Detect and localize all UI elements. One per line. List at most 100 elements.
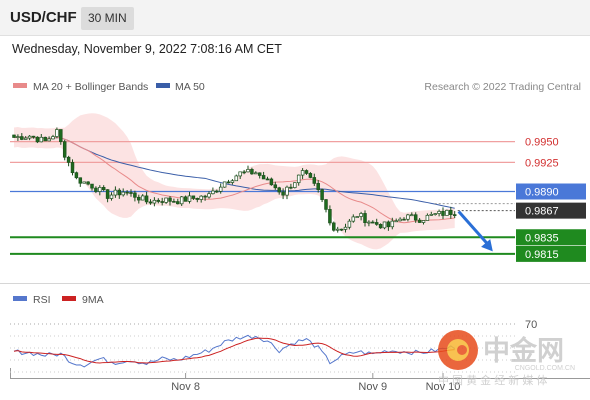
- candle-body: [226, 181, 231, 184]
- bollinger-band-area: [14, 113, 455, 250]
- x-tick-label: Nov 9: [358, 381, 387, 393]
- rsi-legend: RSI 9MA: [13, 294, 104, 306]
- candle-body: [347, 220, 352, 228]
- candle-body: [117, 189, 122, 196]
- candle-body: [148, 201, 153, 204]
- candle-body: [203, 195, 207, 198]
- candle-body: [417, 219, 422, 223]
- price-legend: MA 20 + Bollinger Bands MA 50 Research ©…: [13, 81, 581, 93]
- candle-body: [176, 201, 180, 205]
- candle-body: [277, 187, 281, 193]
- level-label-0.9835: 0.9835: [525, 232, 559, 244]
- candle-body: [371, 221, 375, 224]
- candle-body: [207, 193, 211, 198]
- rsi-ma-line: [13, 337, 455, 364]
- candle-body: [109, 194, 114, 199]
- candle-body: [343, 226, 348, 230]
- candle-body: [160, 201, 164, 203]
- candle-body: [199, 195, 203, 200]
- candle-body: [74, 172, 79, 179]
- candle-body: [359, 213, 363, 217]
- candle-body: [172, 200, 176, 203]
- rsi-ma-legend-label: 9MA: [82, 294, 104, 306]
- candle-body: [129, 192, 133, 194]
- x-axis-ticks: Nov 8 Nov 9 Nov 10: [171, 373, 460, 393]
- candle-body: [215, 190, 219, 193]
- candle-body: [390, 220, 395, 228]
- candlesticks: [12, 127, 457, 233]
- candle-body: [23, 137, 28, 140]
- candle-body: [98, 187, 102, 192]
- candle-body: [70, 162, 75, 174]
- timestamp: Wednesday, November 9, 2022 7:08:16 AM C…: [12, 42, 282, 56]
- candle-body: [183, 196, 188, 202]
- candle-body: [82, 181, 86, 184]
- candle-body: [300, 170, 305, 176]
- price-levels: 0.9950 0.9925 0.9890 0.9835 0.9815: [10, 137, 586, 262]
- candle-body: [238, 171, 242, 177]
- candle-body: [137, 196, 141, 201]
- level-badge-0.9815: [516, 245, 586, 262]
- candle-body: [101, 187, 106, 190]
- level-label-0.9815: 0.9815: [525, 249, 559, 261]
- candle-body: [121, 191, 125, 196]
- candle-body: [402, 218, 406, 221]
- candle-body: [12, 134, 16, 138]
- level-label-0.9890: 0.9890: [525, 187, 559, 199]
- candle-body: [43, 136, 47, 142]
- symbol-title: USD/CHF: [10, 9, 77, 26]
- level-label-0.9925: 0.9925: [525, 157, 559, 169]
- candle-body: [133, 192, 137, 198]
- candle-body: [452, 214, 457, 216]
- candle-body: [35, 136, 40, 143]
- rsi-ma-legend-swatch: [62, 296, 76, 301]
- candle-body: [367, 221, 371, 224]
- candle-body: [355, 216, 359, 218]
- watermark-logo-dot: [457, 345, 467, 355]
- candle-body: [281, 191, 285, 196]
- rsi-legend-label: RSI: [33, 294, 51, 306]
- candle-body: [250, 169, 254, 175]
- candle-body: [144, 195, 149, 203]
- current-price-label: 0.9867: [525, 206, 559, 218]
- ma20-legend-swatch: [13, 83, 27, 88]
- candle-body: [39, 136, 44, 143]
- current-price-badge: [516, 202, 586, 219]
- watermark-subtitle: 中 国 黄 金 经 新 媒 体: [438, 373, 547, 387]
- candle-body: [31, 135, 36, 138]
- candle-body: [398, 218, 402, 222]
- candle-body: [90, 183, 94, 189]
- candle-body: [351, 216, 356, 222]
- candle-body: [304, 170, 309, 174]
- candle-body: [363, 213, 367, 223]
- candle-body: [156, 199, 161, 202]
- interval-badge[interactable]: 30 MIN: [81, 7, 134, 30]
- candle-body: [20, 136, 24, 140]
- candle-body: [59, 129, 63, 143]
- candle-body: [441, 211, 445, 216]
- candle-body: [246, 169, 250, 173]
- credit-text: Research © 2022 Trading Central: [424, 81, 581, 93]
- candle-body: [211, 190, 215, 195]
- candle-body: [191, 195, 196, 199]
- price-overlay: 0.9867: [434, 202, 586, 252]
- x-tick-label: Nov 8: [171, 381, 200, 393]
- candle-body: [66, 156, 71, 163]
- candle-body: [312, 177, 317, 184]
- candle-body: [269, 178, 274, 186]
- candle-body: [425, 214, 430, 221]
- candle-body: [285, 186, 289, 196]
- candle-body: [168, 197, 172, 202]
- candle-body: [230, 180, 235, 183]
- candle-body: [86, 181, 90, 185]
- ma50-legend-label: MA 50: [175, 81, 205, 93]
- forecast-arrow-shaft: [457, 210, 490, 247]
- candle-body: [406, 214, 410, 220]
- rsi-level-label-70: 70: [525, 319, 537, 331]
- ma50-legend-swatch: [156, 83, 170, 88]
- candle-body: [449, 209, 453, 215]
- candle-body: [125, 191, 129, 194]
- candle-body: [16, 136, 20, 138]
- header-bar: USD/CHF 30 MIN: [0, 0, 590, 36]
- candle-body: [47, 138, 51, 142]
